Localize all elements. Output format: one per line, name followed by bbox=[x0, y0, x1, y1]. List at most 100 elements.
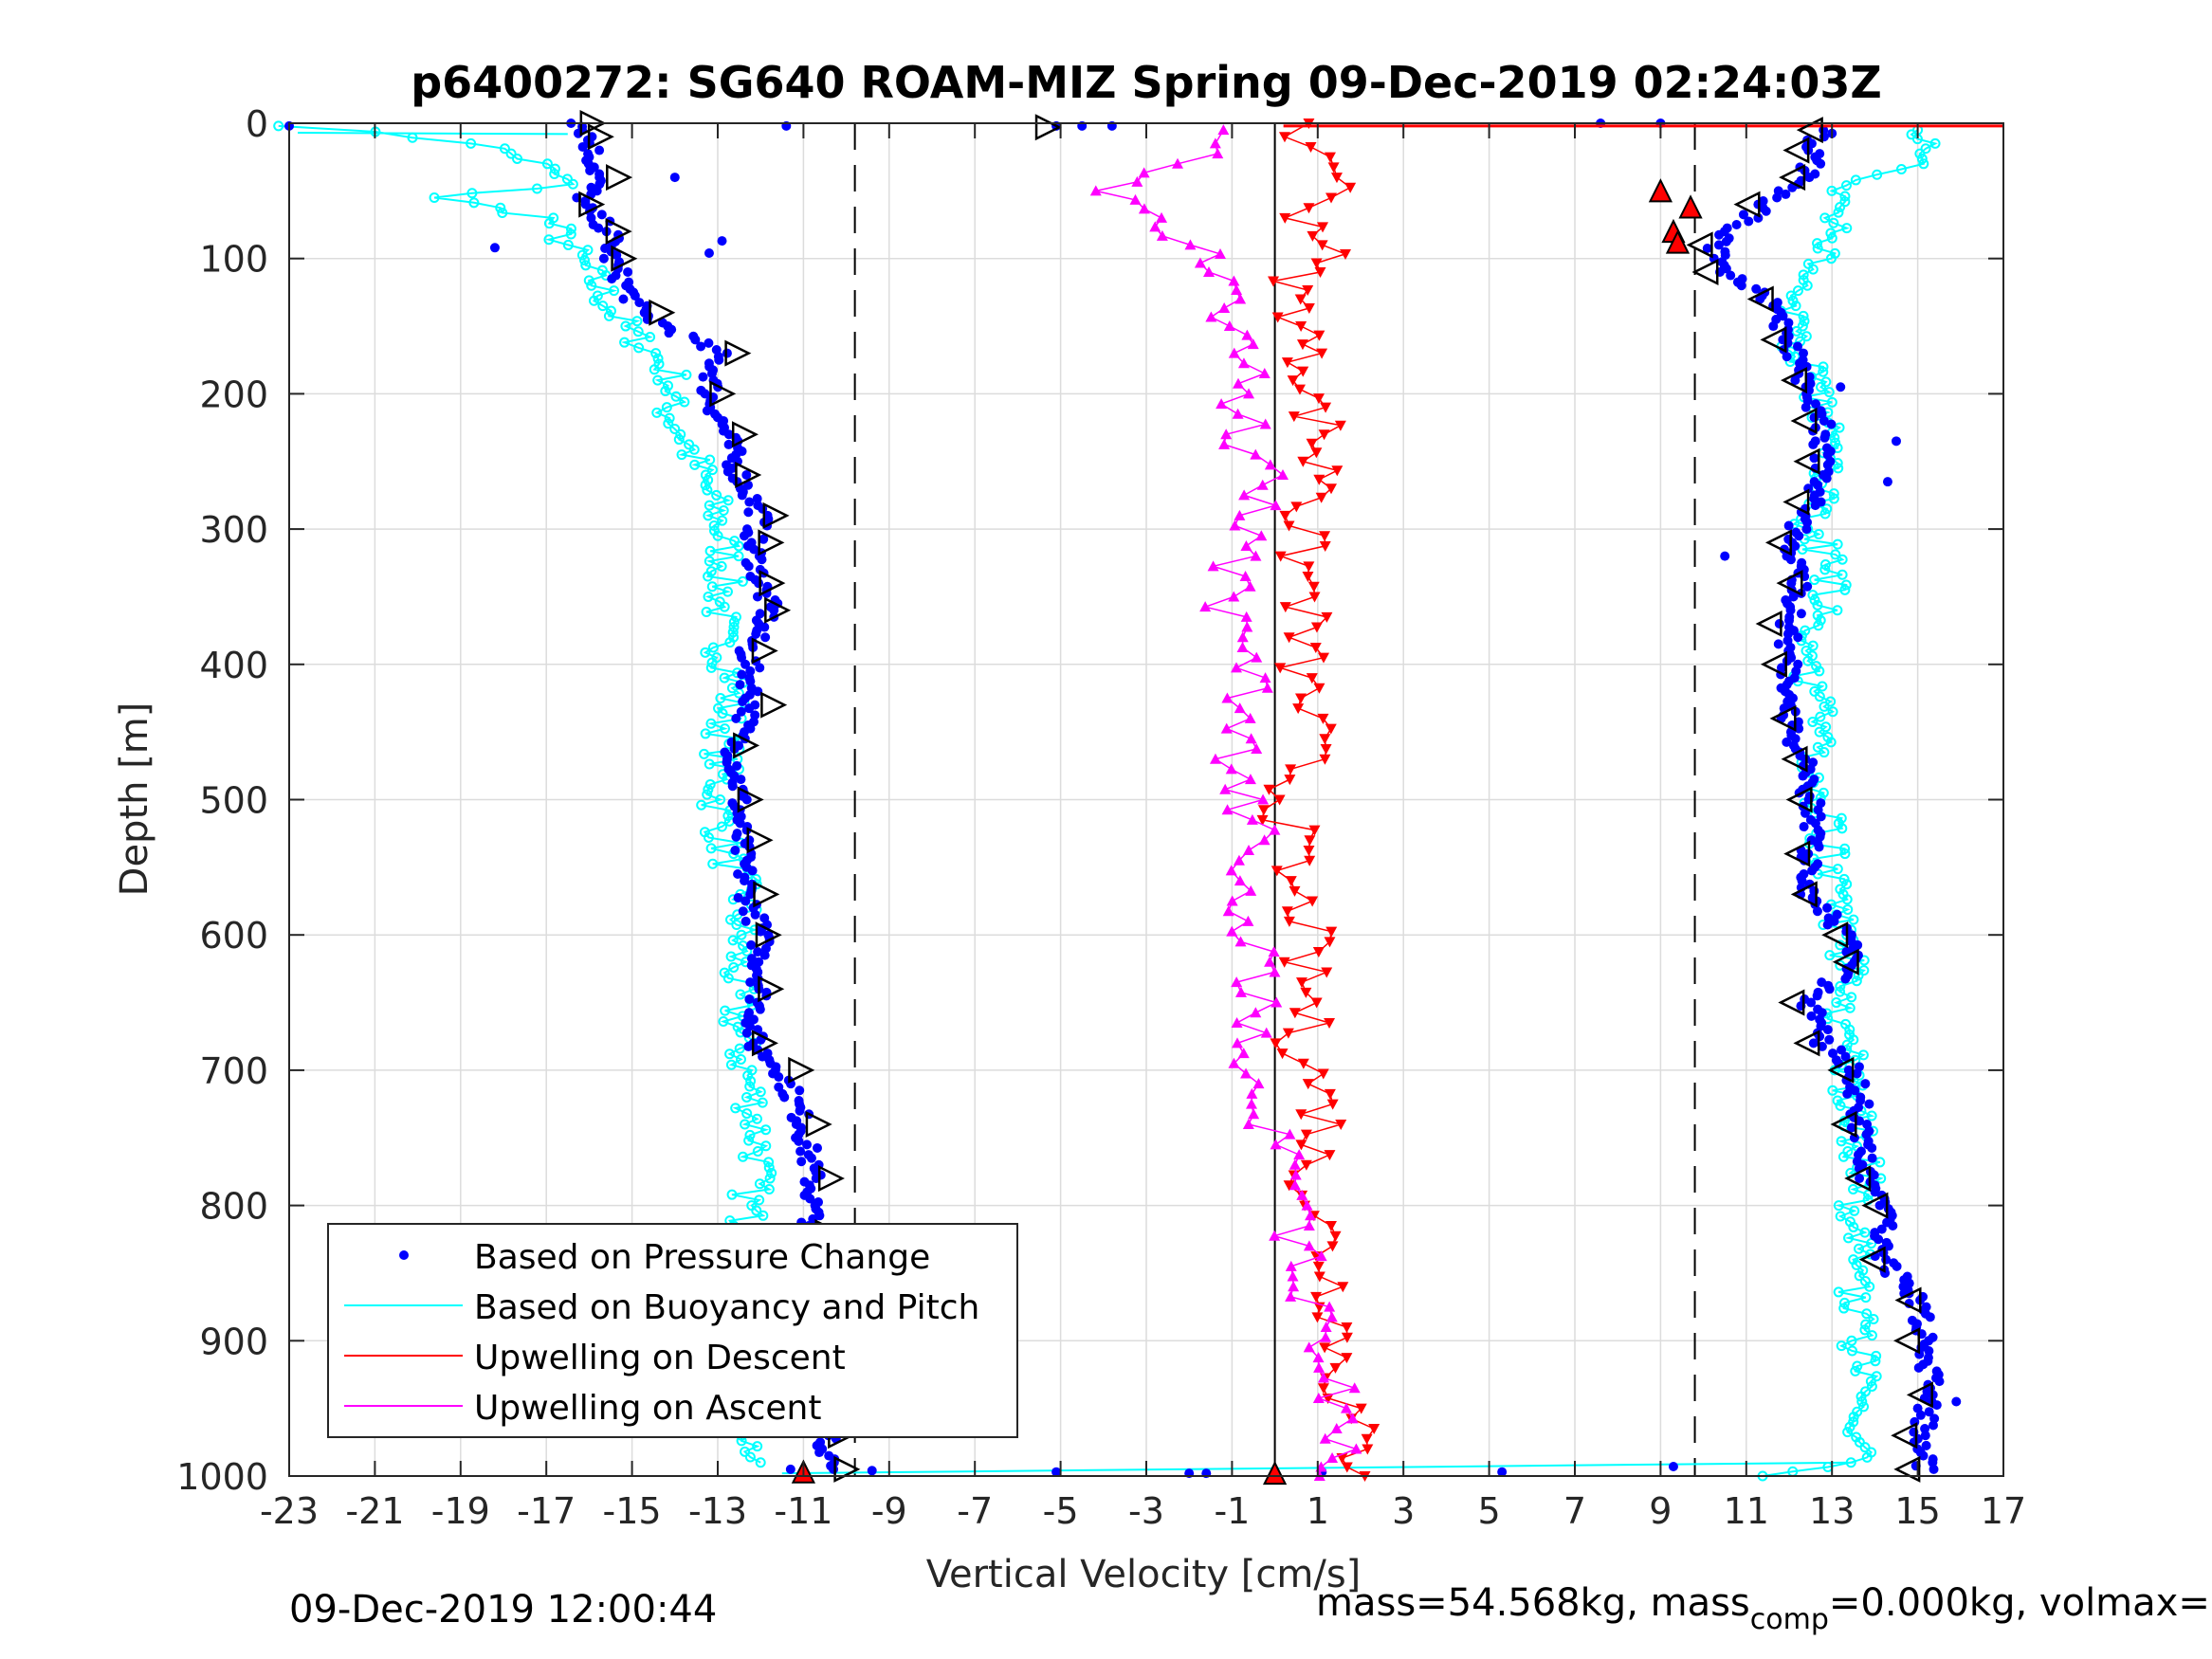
buoyancy-point bbox=[1871, 1350, 1882, 1361]
buoyancy-point bbox=[705, 843, 717, 854]
upwelling-ascent-marker bbox=[1287, 1270, 1299, 1282]
buoyancy-point bbox=[1914, 148, 1926, 159]
pressure-point bbox=[744, 497, 755, 507]
pressure-point bbox=[1920, 1424, 1930, 1434]
legend: Based on Pressure Change Based on Buoyan… bbox=[327, 1223, 1018, 1438]
buoyancy-point bbox=[1866, 1110, 1877, 1121]
descent-direction-marker bbox=[805, 1110, 832, 1139]
buoyancy-point bbox=[679, 396, 690, 408]
upwelling-descent-marker bbox=[1331, 465, 1344, 477]
buoyancy-point bbox=[1835, 1100, 1846, 1111]
upwelling-descent-marker bbox=[1329, 1231, 1342, 1242]
footer-mass-info: mass=54.568kg, masscomp=0.000kg, volmax= bbox=[1316, 1581, 2210, 1636]
buoyancy-point bbox=[632, 326, 644, 337]
buoyancy-point bbox=[1829, 432, 1840, 444]
y-tick-label: 0 bbox=[246, 103, 268, 145]
buoyancy-point bbox=[1801, 331, 1812, 342]
pressure-point bbox=[753, 686, 763, 697]
pressure-point bbox=[1862, 1119, 1873, 1129]
footer-mass: mass=54.568kg, mass bbox=[1316, 1581, 1750, 1625]
upwelling-ascent-marker bbox=[1268, 946, 1280, 957]
upwelling-ascent-marker bbox=[1226, 925, 1238, 937]
upwelling-ascent-marker bbox=[1303, 1220, 1315, 1231]
buoyancy-point bbox=[1866, 1447, 1877, 1458]
pressure-point bbox=[1867, 1153, 1877, 1163]
upwelling-ascent-marker bbox=[1221, 692, 1234, 703]
buoyancy-point bbox=[706, 657, 718, 668]
pressure-point bbox=[1824, 1034, 1835, 1045]
upwelling-descent-marker bbox=[1303, 846, 1315, 857]
buoyancy-point bbox=[1868, 1313, 1879, 1324]
pressure-point bbox=[1772, 298, 1782, 308]
buoyancy-point bbox=[725, 914, 737, 925]
pressure-point bbox=[577, 141, 588, 152]
descent-direction-marker bbox=[587, 123, 614, 151]
upwelling-ascent-marker bbox=[1313, 1361, 1325, 1373]
ascent-direction-marker bbox=[1844, 1165, 1872, 1193]
upwelling-ascent-marker bbox=[1246, 813, 1258, 825]
upwelling-ascent-marker bbox=[1240, 539, 1252, 551]
buoyancy-point bbox=[702, 484, 713, 496]
buoyancy-point bbox=[681, 369, 692, 380]
buoyancy-point bbox=[738, 1151, 749, 1162]
buoyancy-point bbox=[700, 480, 711, 491]
buoyancy-point bbox=[1848, 914, 1859, 925]
buoyancy-point bbox=[1840, 579, 1852, 591]
buoyancy-point bbox=[741, 1091, 753, 1103]
pressure-point bbox=[1731, 220, 1742, 230]
buoyancy-point bbox=[1847, 1345, 1858, 1357]
pressure-point bbox=[749, 544, 759, 555]
pressure-point bbox=[580, 199, 591, 210]
x-tick-label: 13 bbox=[1809, 1490, 1855, 1532]
upwelling-ascent-marker bbox=[1228, 591, 1240, 602]
buoyancy-point bbox=[722, 495, 734, 506]
pressure-point bbox=[806, 1153, 816, 1163]
buoyancy-point bbox=[1811, 661, 1822, 672]
x-tick-label: 17 bbox=[1981, 1490, 2026, 1532]
ascent-direction-marker bbox=[1781, 745, 1808, 773]
ascent-direction-marker bbox=[1755, 610, 1782, 638]
upwelling-descent-marker bbox=[1321, 967, 1333, 978]
upwelling-ascent-marker bbox=[1232, 408, 1244, 419]
x-tick-label: -5 bbox=[1043, 1490, 1079, 1532]
buoyancy-point bbox=[1843, 1232, 1855, 1244]
upwelling-descent-marker bbox=[1278, 957, 1290, 968]
buoyancy-point bbox=[652, 353, 664, 364]
buoyancy-point bbox=[1819, 747, 1830, 758]
buoyancy-point bbox=[597, 301, 609, 312]
pressure-point bbox=[730, 846, 740, 856]
upwelling-descent-marker bbox=[1316, 348, 1328, 359]
descent-direction-marker bbox=[764, 596, 792, 624]
pressure-outlier-point bbox=[717, 236, 727, 246]
ascent-direction-marker bbox=[1821, 921, 1849, 949]
x-tick-label: -9 bbox=[871, 1490, 907, 1532]
upwelling-descent-marker bbox=[1319, 734, 1331, 745]
axis-ticks: -23 -21 -19 -17 -15 -13 -11 -9 -7 -5 -3 -1 1 3 5 7 9 11 13… bbox=[176, 103, 2026, 1532]
buoyancy-point bbox=[1842, 1427, 1854, 1438]
buoyancy-point bbox=[703, 831, 714, 843]
buoyancy-point bbox=[670, 391, 682, 402]
descent-direction-marker bbox=[649, 299, 676, 326]
buoyancy-point bbox=[1823, 387, 1835, 398]
pressure-point bbox=[664, 328, 674, 338]
buoyancy-point bbox=[712, 530, 723, 541]
pressure-point bbox=[1860, 1079, 1871, 1089]
buoyancy-point bbox=[758, 1210, 769, 1221]
upwelling-ascent-marker bbox=[1250, 448, 1262, 460]
y-axis-label: Depth [m] bbox=[113, 702, 156, 897]
upwelling-descent-marker bbox=[1302, 1079, 1314, 1090]
buoyancy-point bbox=[717, 515, 728, 526]
buoyancy-point bbox=[704, 556, 715, 567]
upwelling-ascent-marker bbox=[1320, 1331, 1332, 1342]
pressure-point bbox=[1783, 520, 1794, 531]
upwelling-descent-marker bbox=[1324, 937, 1336, 948]
upwelling-ascent-marker bbox=[1251, 651, 1263, 663]
buoyancy-point bbox=[664, 412, 675, 424]
upwelling-descent-marker bbox=[1319, 1342, 1331, 1354]
pressure-point bbox=[714, 355, 724, 365]
buoyancy-point bbox=[735, 1053, 746, 1065]
buoyancy-point bbox=[1818, 787, 1829, 798]
pressure-point bbox=[1846, 1122, 1856, 1133]
buoyancy-point bbox=[1822, 732, 1834, 743]
pressure-point bbox=[736, 775, 746, 785]
